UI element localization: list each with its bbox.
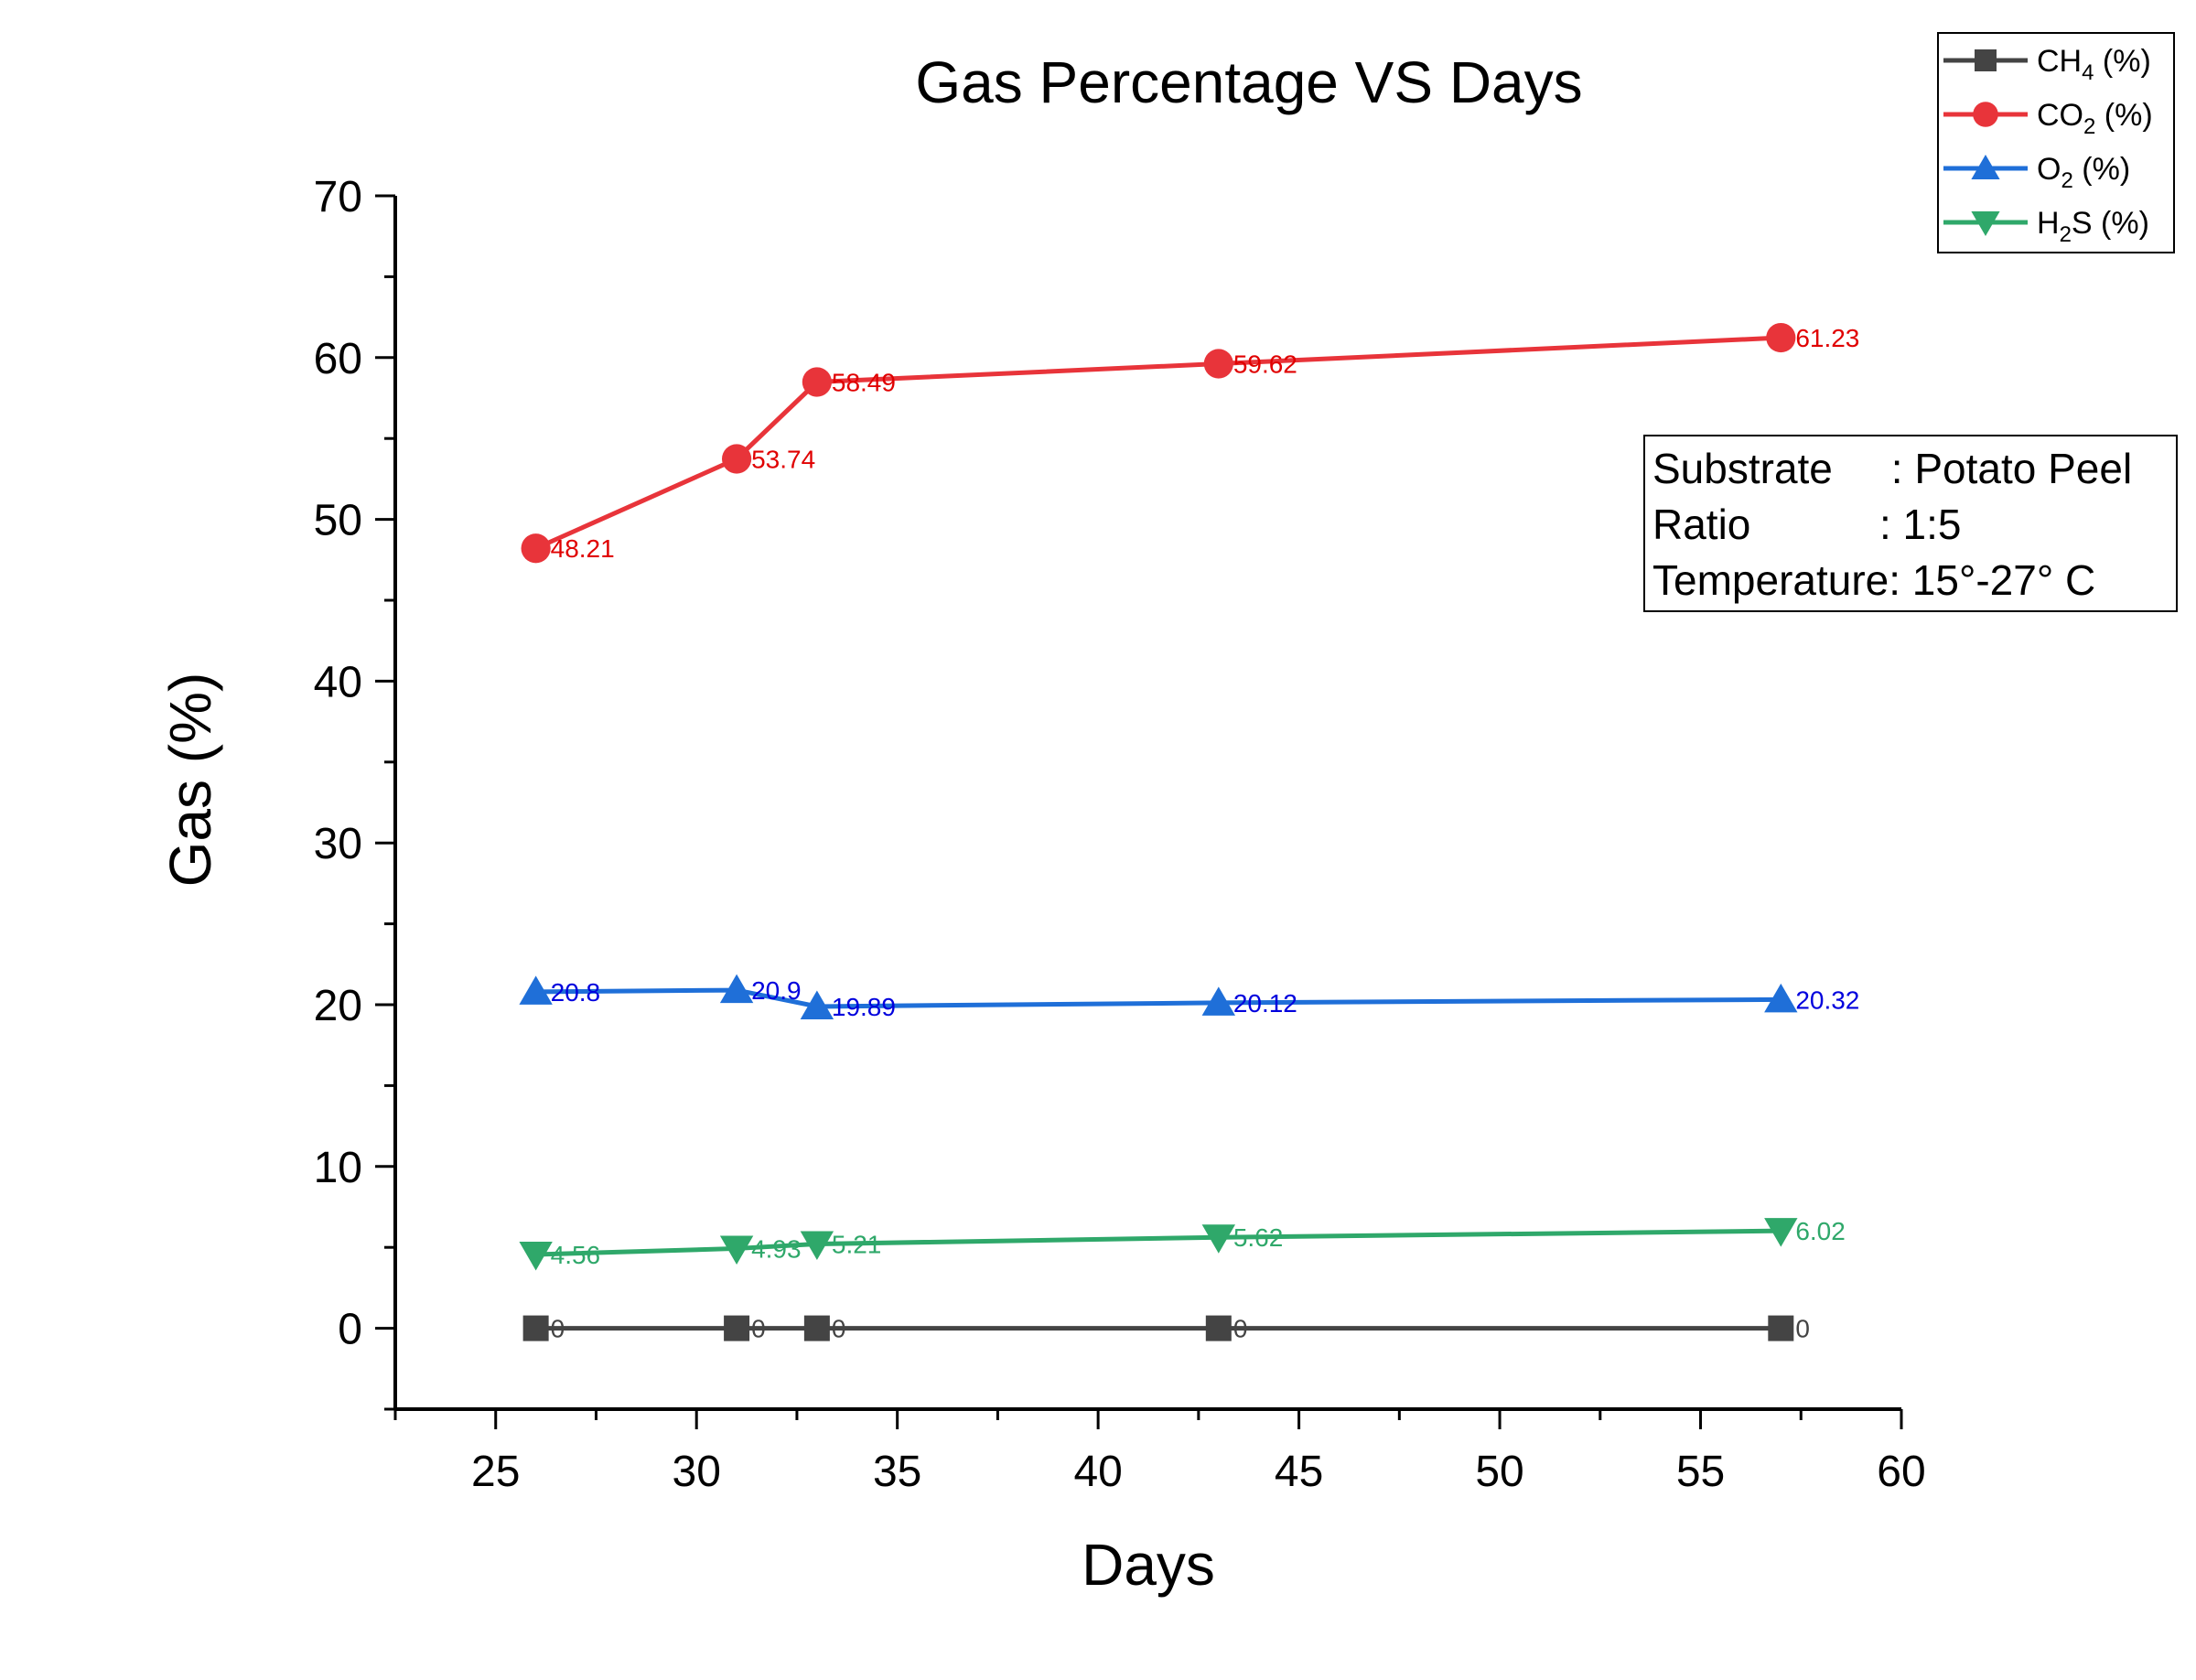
data-point [1764, 1218, 1798, 1247]
data-label: 20.9 [751, 976, 802, 1005]
data-label: 0 [832, 1315, 846, 1343]
y-tick-label: 20 [314, 982, 362, 1030]
info-line: Temperature: 15°-27° C [1652, 556, 2095, 604]
legend-item: H2S (%) [1943, 206, 2149, 247]
chart-title: Gas Percentage VS Days [915, 49, 1582, 115]
y-tick-label: 60 [314, 335, 362, 383]
data-label: 0 [551, 1315, 565, 1343]
series-layer: 0 0 0 0 0 48.21 53.74 58.49 59.62 61.23 20.8 20.9 19… [519, 322, 1859, 1343]
data-label: 0 [1233, 1315, 1248, 1343]
data-point [803, 1315, 830, 1341]
series-co2: 48.21 53.74 58.49 59.62 61.23 [521, 322, 1859, 564]
y-axis-title: Gas (%) [157, 673, 223, 888]
series-line [534, 335, 1782, 551]
y-tick-label: 30 [314, 820, 362, 868]
x-axis-title: Days [1082, 1532, 1215, 1598]
data-label: 48.21 [551, 534, 615, 563]
data-label: 20.12 [1233, 989, 1297, 1018]
data-label: 4.56 [551, 1241, 601, 1269]
x-tick-label: 35 [873, 1448, 921, 1496]
data-point [1766, 322, 1796, 353]
data-label: 61.23 [1795, 324, 1859, 352]
data-label: 6.02 [1795, 1217, 1846, 1245]
data-label: 59.62 [1233, 350, 1297, 379]
x-tick-label: 30 [673, 1448, 721, 1496]
data-label: 0 [751, 1315, 766, 1343]
data-point [519, 975, 553, 1005]
data-point [1201, 1224, 1236, 1254]
legend: CH4 (%) CO2 (%) O2 (%) H2S (%) [1937, 32, 2175, 253]
legend-label: O2 (%) [2037, 152, 2130, 193]
data-label: 58.49 [832, 368, 896, 396]
data-label: 5.62 [1233, 1223, 1284, 1252]
data-point [800, 990, 834, 1019]
y-tick-label: 0 [338, 1306, 362, 1354]
y-tick-label: 40 [314, 658, 362, 706]
data-point [522, 1315, 549, 1341]
data-point [521, 533, 551, 564]
data-point [721, 444, 752, 474]
legend-marker [1971, 155, 2000, 179]
data-label: 20.8 [551, 978, 601, 1007]
x-tick-label: 50 [1475, 1448, 1523, 1496]
info-box-frame [1643, 435, 2178, 612]
x-tick-label: 55 [1676, 1448, 1725, 1496]
x-tick-label: 45 [1275, 1448, 1323, 1496]
legend-item: CO2 (%) [1943, 98, 2153, 139]
data-label: 4.93 [751, 1234, 802, 1263]
legend-label: H2S (%) [2037, 206, 2149, 247]
y-tick-label: 50 [314, 497, 362, 545]
data-point [1764, 983, 1798, 1013]
data-label: 19.89 [832, 993, 896, 1021]
legend-marker [1975, 49, 1997, 71]
info-line: Ratio : 1:5 [1652, 501, 1961, 548]
series-ch4: 0 0 0 0 0 [522, 1315, 1810, 1343]
axes: 0 10 20 30 40 50 60 70 25 30 35 40 45 50 55 60 [314, 173, 1926, 1496]
info-box: Substrate : Potato Peel Ratio : 1:5 Temper… [1643, 435, 2178, 612]
data-point [724, 1315, 750, 1341]
data-label: 0 [1795, 1315, 1810, 1343]
legend-marker [1973, 102, 1998, 127]
data-label: 53.74 [751, 445, 815, 473]
info-line: Substrate : Potato Peel [1652, 445, 2132, 492]
data-point [802, 367, 832, 397]
legend-item: O2 (%) [1943, 152, 2130, 193]
series-h2: 4.56 4.93 5.21 5.62 6.02 [519, 1217, 1846, 1271]
y-tick-label: 70 [314, 173, 362, 221]
x-tick-label: 60 [1877, 1448, 1925, 1496]
legend-label: CO2 (%) [2037, 98, 2153, 139]
data-label: 5.21 [832, 1230, 882, 1258]
data-point [1205, 1315, 1232, 1341]
data-label: 20.32 [1795, 985, 1859, 1014]
data-point [719, 974, 754, 1004]
data-point [519, 1241, 553, 1271]
legend-label: CH4 (%) [2037, 44, 2151, 85]
series-line [535, 987, 1782, 1009]
legend-marker [1971, 211, 2000, 236]
legend-item: CH4 (%) [1943, 44, 2151, 85]
data-point [1768, 1315, 1794, 1341]
x-tick-label: 40 [1073, 1448, 1122, 1496]
data-point [1203, 349, 1233, 379]
y-tick-label: 10 [314, 1144, 362, 1192]
data-point [1201, 986, 1236, 1016]
series-o2: 20.8 20.9 19.89 20.12 20.32 [519, 974, 1859, 1021]
series-line [535, 1228, 1782, 1257]
data-point [800, 1231, 834, 1260]
x-tick-label: 25 [471, 1448, 520, 1496]
data-point [719, 1235, 754, 1265]
